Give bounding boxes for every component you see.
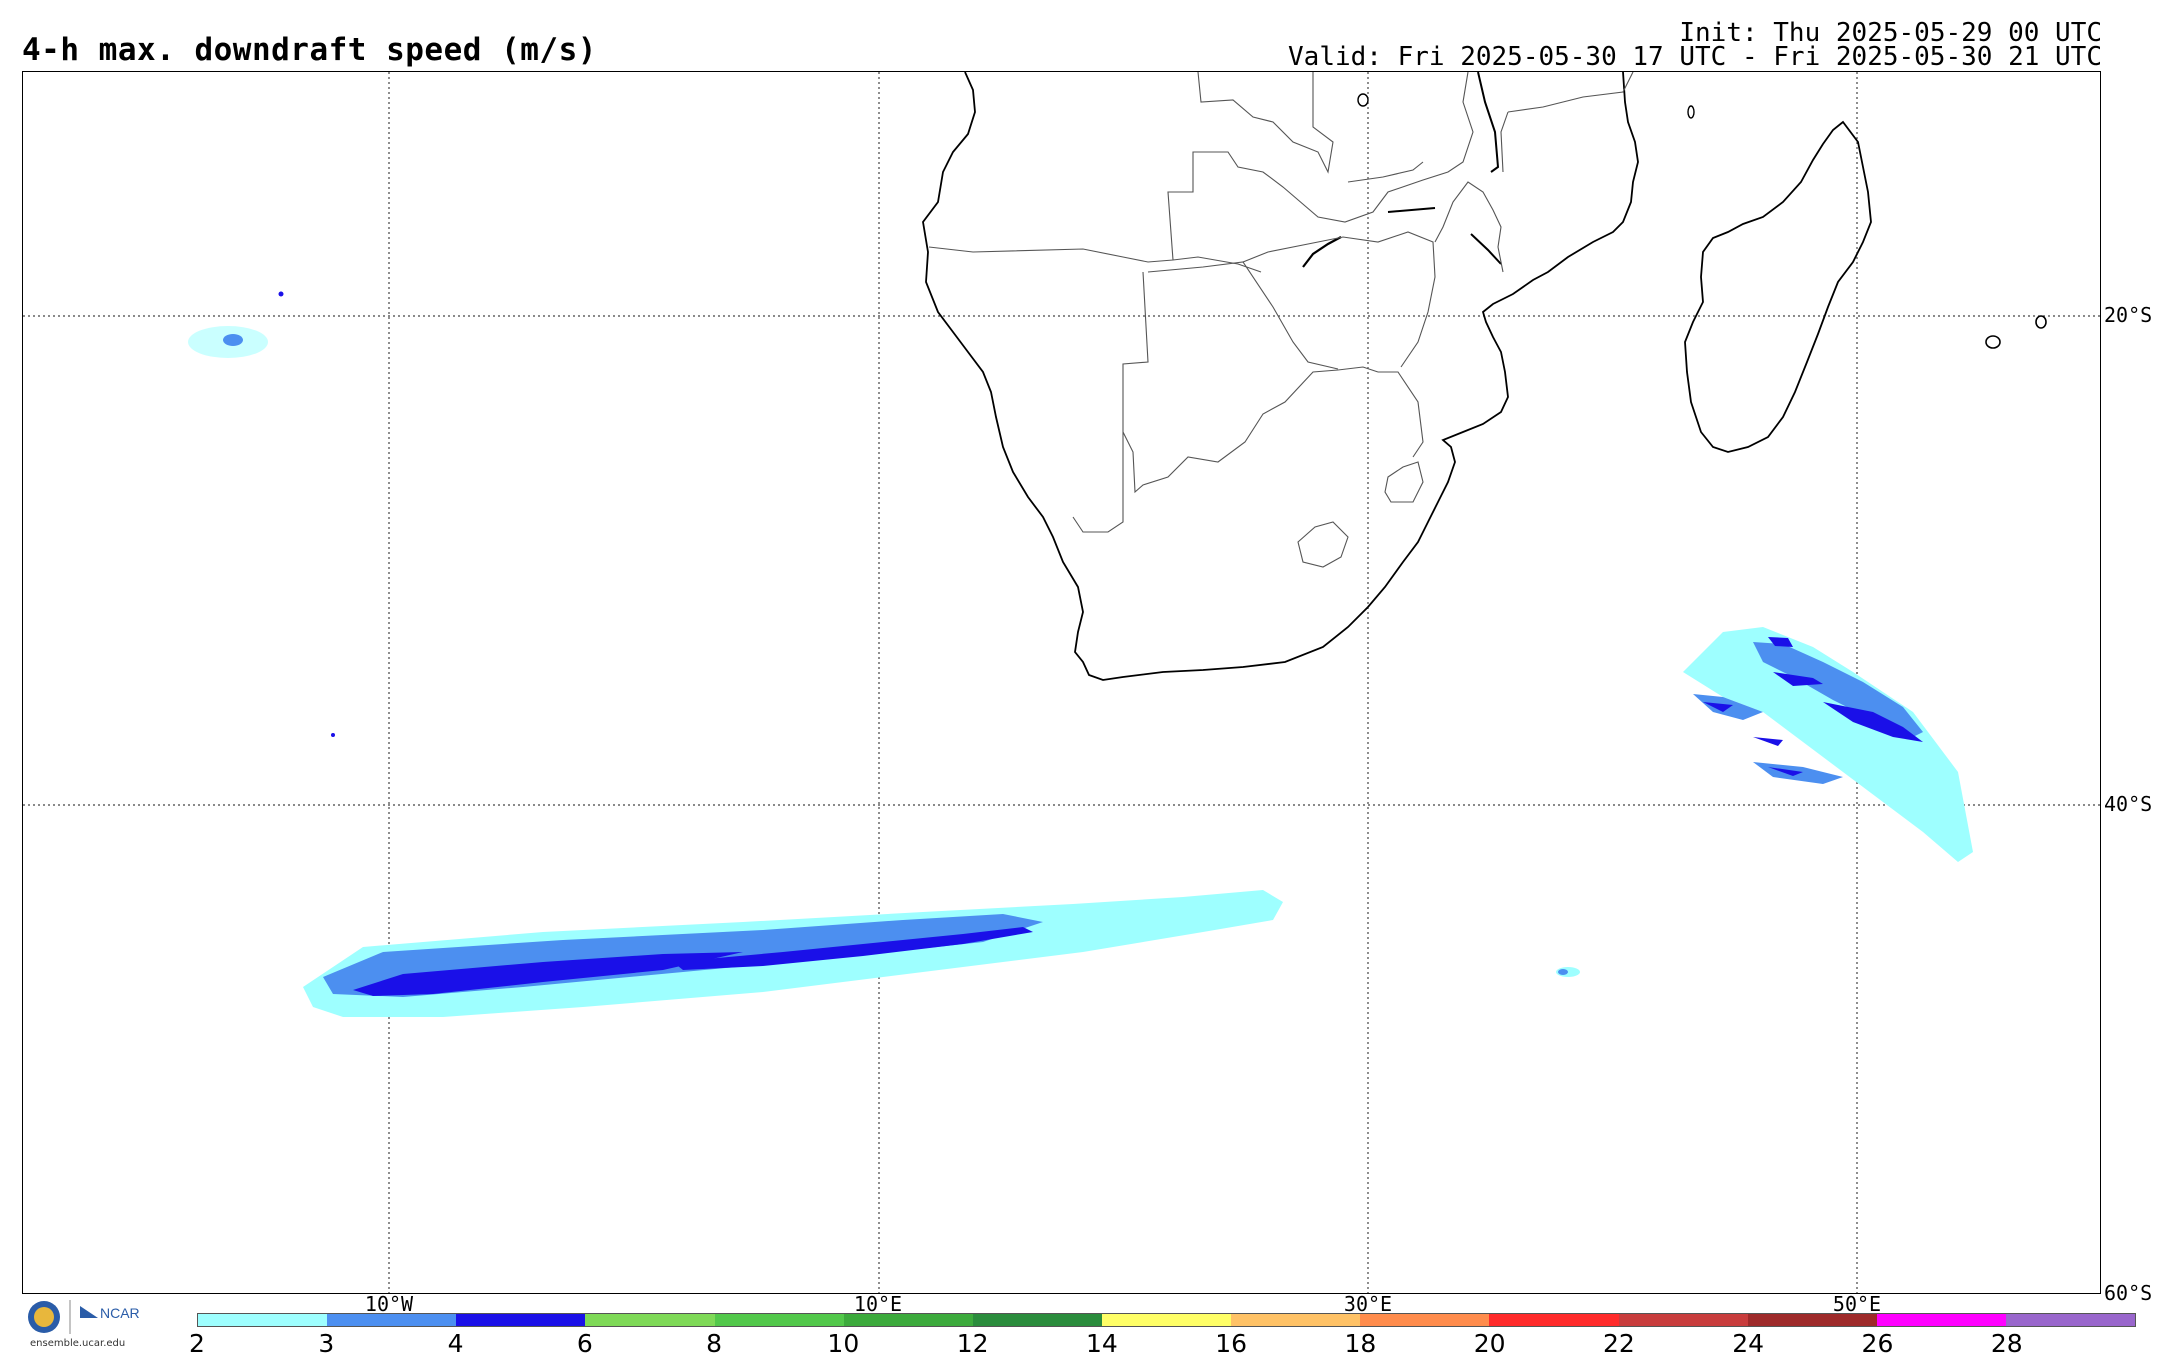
colorbar-segment xyxy=(2005,1314,2136,1326)
colorbar-segment xyxy=(198,1314,328,1326)
colorbar-tick-label: 16 xyxy=(1215,1329,1248,1358)
init-time: Init: Thu 2025-05-29 00 UTC xyxy=(1679,18,2102,48)
colorbar-segment xyxy=(1876,1314,2006,1326)
colorbar-tick-label: 26 xyxy=(1861,1329,1894,1358)
colorbar-tick-label: 4 xyxy=(447,1329,464,1358)
colorbar-segment xyxy=(1101,1314,1232,1326)
ncar-brand: NCAR xyxy=(100,1305,140,1321)
lake-mweru-river xyxy=(1470,233,1502,265)
colorbar-segment xyxy=(327,1314,457,1326)
colorbar-tick-label: 2 xyxy=(189,1329,205,1358)
colorbar-segment xyxy=(843,1314,973,1326)
lat-label-60s: 60°S xyxy=(2104,1281,2153,1305)
colorbar-tick-label: 8 xyxy=(706,1329,723,1358)
colorbar-tick-label: 10 xyxy=(827,1329,860,1358)
lake-bangweulu xyxy=(1357,93,1369,107)
lake-malawi xyxy=(1477,72,1500,173)
lon-label-10w: 10°W xyxy=(364,1292,414,1316)
colorbar-segment xyxy=(1360,1314,1490,1326)
colorbar-tick-label: 20 xyxy=(1473,1329,1506,1358)
colorbar-segment xyxy=(1231,1314,1361,1326)
mauritius xyxy=(1985,335,2001,349)
lake-kariba xyxy=(1302,236,1342,268)
africa-coastline xyxy=(922,72,1639,681)
downdraft-field xyxy=(188,291,1973,1017)
ncar-wedge-icon xyxy=(80,1306,98,1318)
logo-url: ensemble.ucar.edu xyxy=(30,1338,126,1349)
ncar-logo[interactable]: NCAR xyxy=(24,1298,154,1340)
lat-label-20s: 20°S xyxy=(2104,303,2153,327)
valid-time: Valid: Fri 2025-05-30 17 UTC - Fri 2025-… xyxy=(1288,42,2102,72)
colorbar-tick-label: 28 xyxy=(1990,1329,2023,1358)
colorbar-segment xyxy=(1489,1314,1619,1326)
map-title: 4-h max. downdraft speed (m/s) xyxy=(22,32,597,68)
colorbar-tick-label: 14 xyxy=(1085,1329,1118,1358)
country-borders xyxy=(928,72,1634,568)
colorbar xyxy=(197,1313,2136,1327)
map-panel[interactable] xyxy=(22,71,2101,1294)
colorbar-segment xyxy=(972,1314,1102,1326)
comoros xyxy=(1687,105,1695,119)
map-canvas xyxy=(23,72,2100,1293)
lon-label-30e: 30°E xyxy=(1343,1292,1393,1316)
lat-label-40s: 40°S xyxy=(2104,792,2153,816)
colorbar-segment xyxy=(1747,1314,1877,1326)
lon-label-50e: 50°E xyxy=(1832,1292,1882,1316)
colorbar-segment xyxy=(585,1314,715,1326)
colorbar-tick-label: 6 xyxy=(576,1329,593,1358)
colorbar-tick-label: 12 xyxy=(956,1329,989,1358)
colorbar-tick-label: 24 xyxy=(1732,1329,1765,1358)
lake-cahora-bassa xyxy=(1387,207,1436,213)
colorbar-tick-label: 18 xyxy=(1344,1329,1377,1358)
colorbar-segment xyxy=(456,1314,586,1326)
colorbar-segment xyxy=(714,1314,844,1326)
colorbar-tick-label: 22 xyxy=(1603,1329,1635,1358)
init-valid-info: Init: Thu 2025-05-29 00 UTC Valid: Fri 2… xyxy=(1288,18,2102,72)
reunion xyxy=(2035,315,2047,329)
lon-label-10e: 10°E xyxy=(853,1292,903,1316)
colorbar-tick-label: 3 xyxy=(318,1329,335,1358)
madagascar xyxy=(1684,120,1872,453)
colorbar-segment xyxy=(1618,1314,1748,1326)
